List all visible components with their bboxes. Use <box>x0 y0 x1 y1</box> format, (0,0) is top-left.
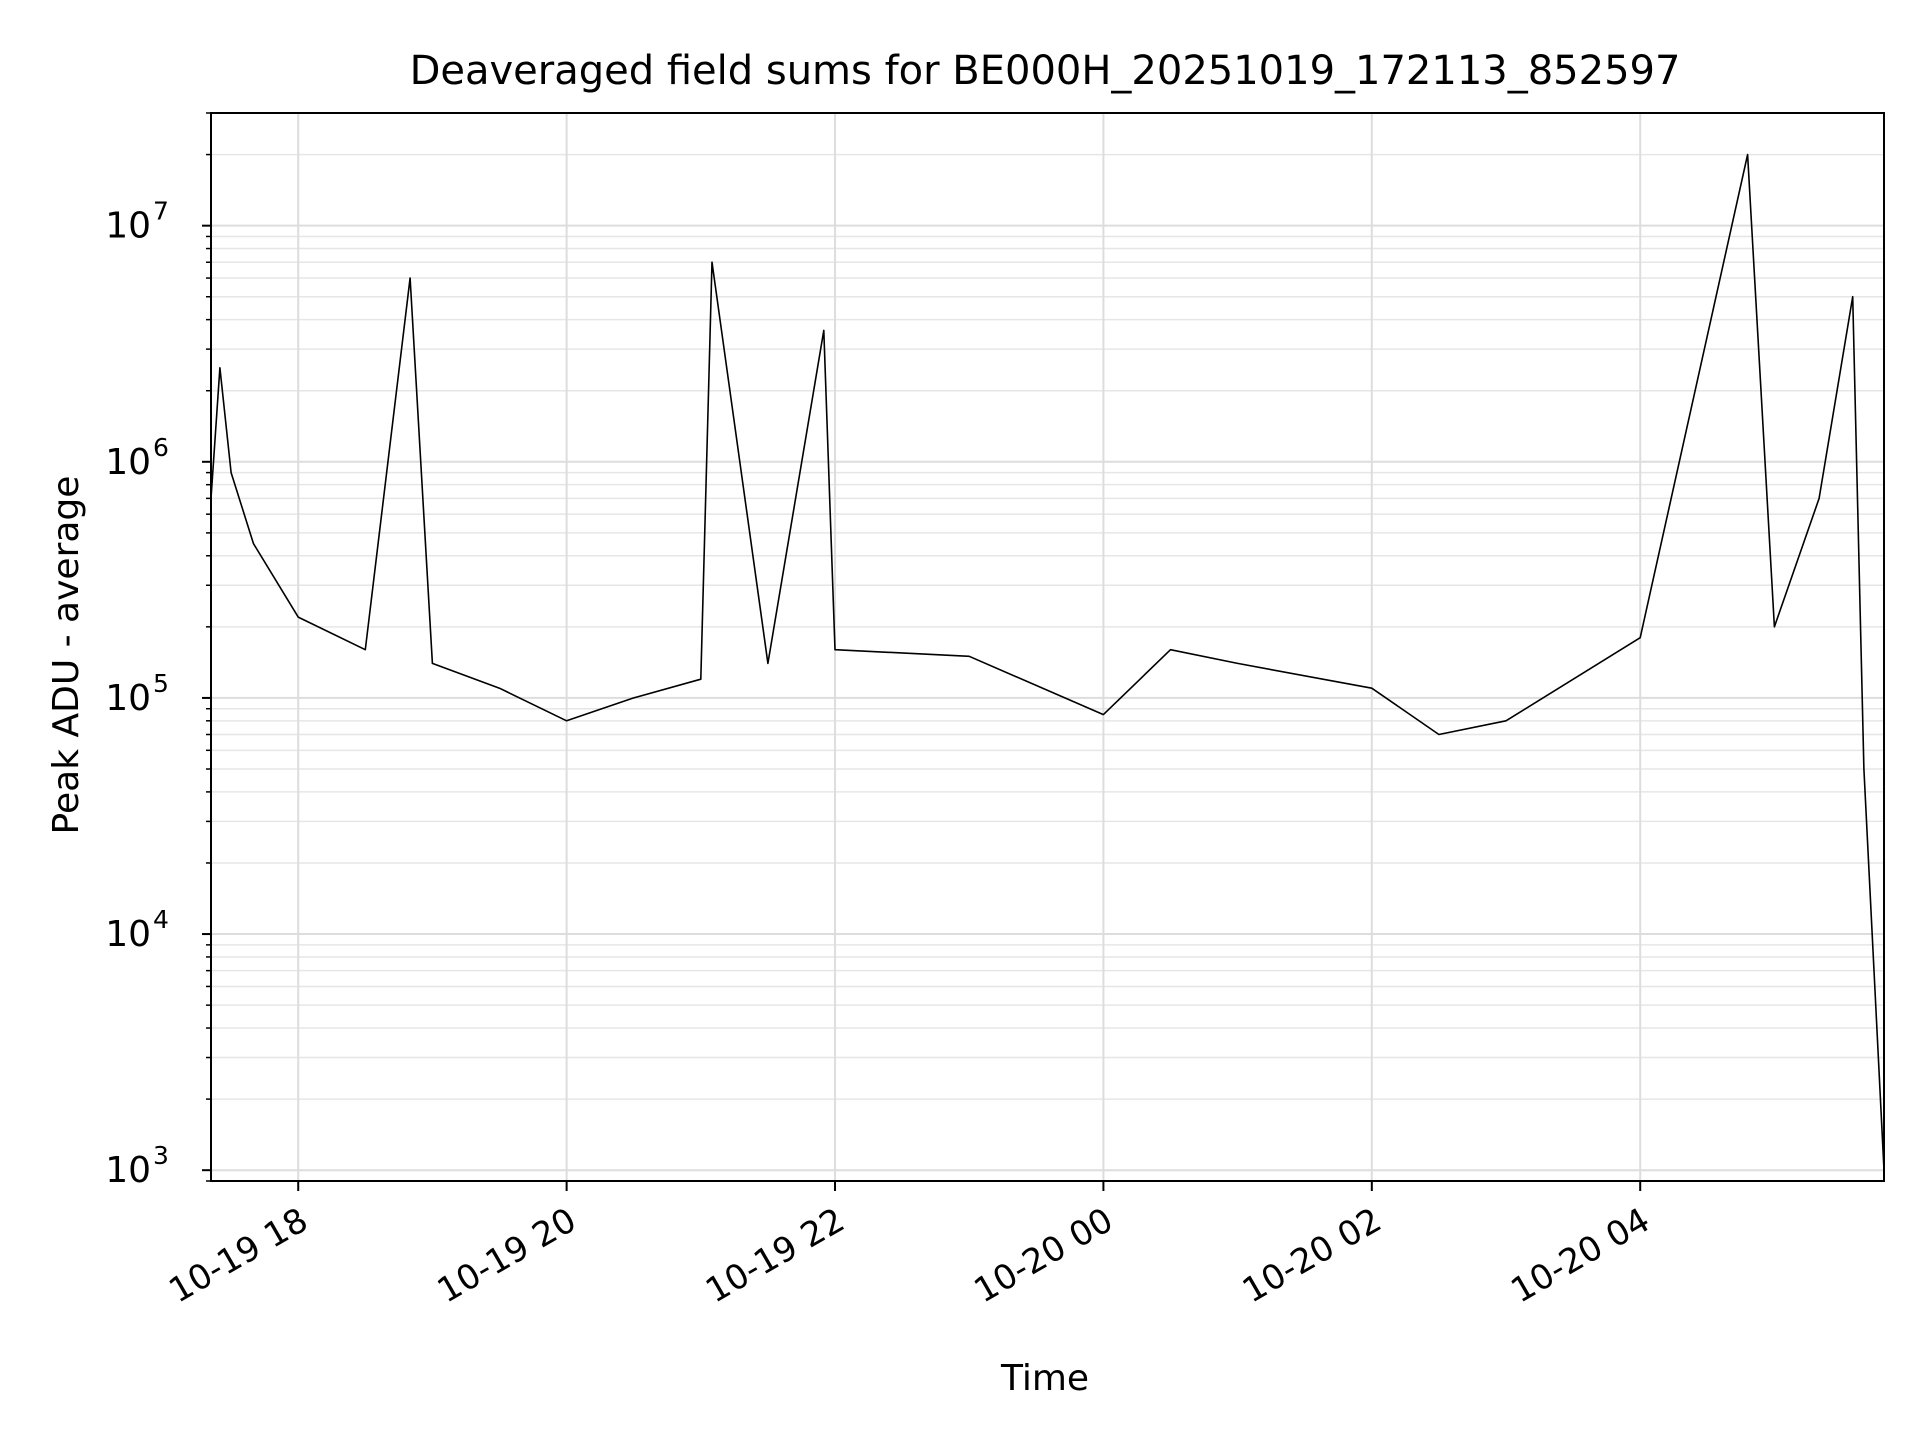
y-tick-label: 10 <box>105 206 151 247</box>
y-tick-label: 10 <box>105 914 151 955</box>
series-line <box>210 153 1885 1171</box>
y-tick-label-exponent: 7 <box>153 197 169 226</box>
y-tick-label: 10 <box>105 1150 151 1191</box>
plot-frame <box>210 112 1885 1182</box>
y-tick-label: 10 <box>105 442 151 483</box>
series-layer <box>210 153 1885 1171</box>
y-tick-label-exponent: 3 <box>153 1141 169 1170</box>
y-tick-label-exponent: 5 <box>153 669 169 698</box>
chart-title: Deaveraged field sums for BE000H_2025101… <box>410 48 1681 94</box>
y-tick-label: 10 <box>105 678 151 719</box>
y-tick-label-exponent: 6 <box>153 433 169 462</box>
x-axis-label: Time <box>1000 1358 1089 1399</box>
y-axis-label: Peak ADU - average <box>46 476 87 835</box>
y-tick-label-exponent: 4 <box>153 905 169 934</box>
